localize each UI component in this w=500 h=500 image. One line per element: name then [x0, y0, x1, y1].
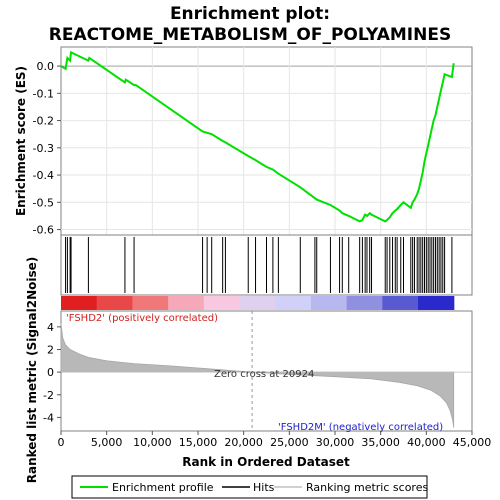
colorbar-segment [239, 296, 276, 310]
x-tick-label: 0 [58, 436, 65, 449]
metric-y-tick-label: -4 [43, 411, 54, 424]
es-y-tick-label: -0.6 [33, 224, 54, 237]
colorbar-segment [96, 296, 134, 310]
colorbar-segment [310, 296, 348, 310]
negative-correlation-label: 'FSHD2M' (negatively correlated) [278, 422, 443, 433]
colorbar-segment [203, 296, 241, 310]
es-y-tick-label: -0.2 [33, 115, 54, 128]
x-tick-label: 35,000 [361, 436, 400, 449]
enrichment-profile-line [60, 50, 455, 223]
ranking-metric-area [60, 323, 455, 428]
x-tick-label: 30,000 [316, 436, 355, 449]
metric-y-axis: 4 2 0 -2 -4 [43, 321, 61, 424]
colorbar-segment [61, 296, 98, 310]
es-y-tick-label: 0.0 [37, 60, 55, 73]
x-tick-label: 15,000 [179, 436, 218, 449]
es-y-axis-label: Enrichment score (ES) [14, 66, 28, 216]
x-tick-label: 40,000 [407, 436, 446, 449]
es-y-tick-label: -0.3 [33, 142, 54, 155]
metric-y-axis-label: Ranked list metric (Signal2Noise) [25, 257, 39, 484]
x-tick-label: 45,000 [453, 436, 492, 449]
x-axis: 0 5,000 10,000 15,000 20,000 25,000 30,000 35,0… [58, 431, 492, 449]
legend-hits-label: Hits [253, 481, 275, 494]
metric-y-tick-label: 4 [47, 321, 54, 334]
chart-title-line-1: Enrichment plot: [170, 4, 330, 24]
positive-correlation-label: 'FSHD2' (positively correlated) [66, 313, 218, 324]
x-tick-label: 5,000 [91, 436, 123, 449]
x-axis-label: Rank in Ordered Dataset [182, 455, 350, 469]
metric-y-tick-label: 0 [47, 366, 54, 379]
chart-title-line-2: REACTOME_METABOLISM_OF_POLYAMINES [49, 25, 451, 45]
enrichment-profile-series [60, 50, 455, 223]
hit-markers [65, 237, 453, 293]
es-y-tick-label: -0.5 [33, 196, 54, 209]
x-tick-label: 20,000 [224, 436, 263, 449]
colorbar-segment [132, 296, 169, 310]
colorbar-segment [275, 296, 312, 310]
colorbar-segment [382, 296, 419, 310]
metric-y-tick-label: -2 [43, 389, 54, 402]
es-y-tick-label: -0.1 [33, 87, 54, 100]
x-tick-label: 25,000 [270, 436, 309, 449]
colorbar-segment [168, 296, 205, 310]
metric-y-tick-label: 2 [47, 343, 54, 356]
legend-metric-label: Ranking metric scores [306, 481, 428, 494]
zero-cross-label: Zero cross at 20924 [214, 369, 314, 380]
colorbar-segment [418, 296, 455, 310]
legend-enrichment-label: Enrichment profile [112, 481, 214, 494]
es-y-axis: 0.0 -0.1 -0.2 -0.3 -0.4 -0.5 -0.6 [33, 60, 61, 237]
ranking-metric-series [60, 323, 472, 428]
x-tick-label: 10,000 [133, 436, 172, 449]
colorbar-segment [346, 296, 383, 310]
ranking-colorbar [61, 296, 455, 310]
es-y-tick-label: -0.4 [33, 169, 54, 182]
